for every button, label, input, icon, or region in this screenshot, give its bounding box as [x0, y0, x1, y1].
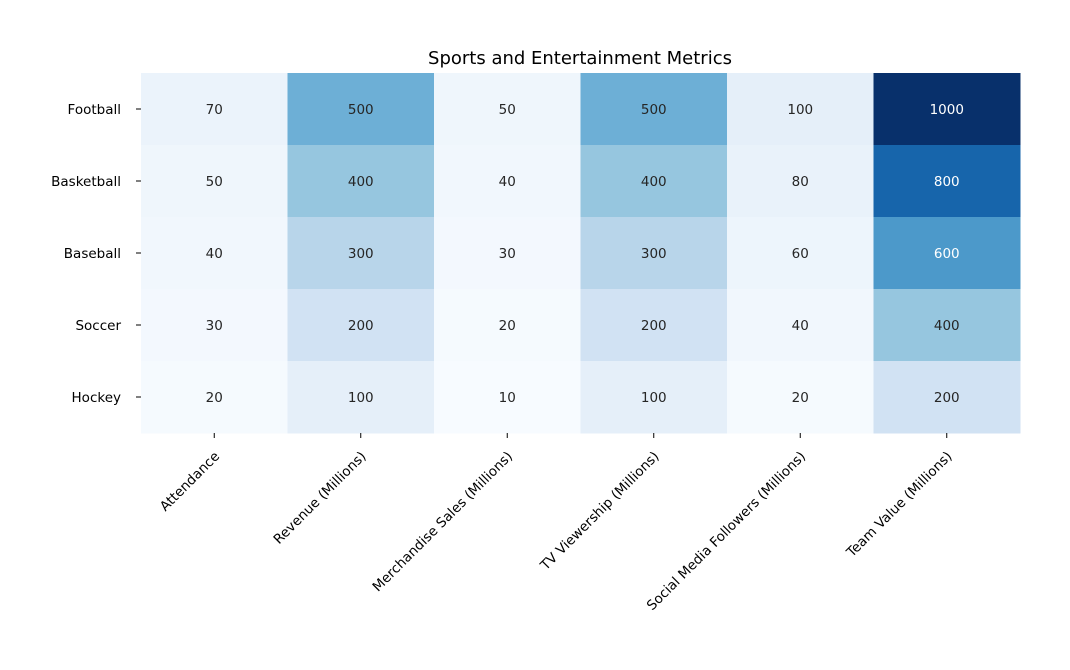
- row-tick-label: Hockey: [72, 390, 121, 406]
- cell-value-label: 50: [206, 174, 223, 190]
- column-tick-label: Social Media Followers (Millions): [644, 449, 809, 614]
- cell-value-label: 20: [499, 318, 516, 334]
- cell-value-label: 400: [348, 174, 374, 190]
- cell-value-label: 500: [348, 102, 374, 118]
- cell-value-label: 30: [206, 318, 223, 334]
- cell-value-label: 200: [348, 318, 374, 334]
- cell-value-label: 50: [499, 102, 516, 118]
- chart-title: Sports and Entertainment Metrics: [428, 48, 732, 69]
- column-tick-label: Merchandise Sales (Millions): [370, 449, 517, 596]
- cell-value-label: 40: [792, 318, 809, 334]
- cell-value-label: 300: [641, 246, 667, 262]
- cell-value-label: 600: [934, 246, 960, 262]
- cell-value-label: 40: [206, 246, 223, 262]
- cell-value-label: 1000: [930, 102, 964, 118]
- cell-value-label: 100: [348, 390, 374, 406]
- cell-value-label: 200: [934, 390, 960, 406]
- row-tick-labels: Football Basketball Baseball Soccer Hockey: [51, 102, 141, 406]
- cell-value-label: 30: [499, 246, 516, 262]
- row-tick-label: Soccer: [75, 318, 121, 334]
- column-tick-label: Attendance: [157, 449, 223, 515]
- cell-value-label: 300: [348, 246, 374, 262]
- cell-value-label: 100: [641, 390, 667, 406]
- cell-value-label: 40: [499, 174, 516, 190]
- column-tick-label: Team Value (Millions): [843, 449, 956, 562]
- cell-value-label: 70: [206, 102, 223, 118]
- column-tick-label: Revenue (Millions): [270, 449, 369, 548]
- cell-value-label: 10: [499, 390, 516, 406]
- cell-value-label: 800: [934, 174, 960, 190]
- cell-value-label: 100: [787, 102, 813, 118]
- heatmap-cells: 70 500 50 500 100 1000 50 400 40 400 80 800 40 300 30 3…: [141, 73, 1021, 434]
- cell-value-label: 60: [792, 246, 809, 262]
- column-tick-labels: Attendance Revenue (Millions) Merchandise …: [157, 433, 956, 614]
- cell-value-label: 400: [934, 318, 960, 334]
- cell-value-label: 20: [206, 390, 223, 406]
- column-tick-label: TV Viewership (Millions): [537, 449, 663, 575]
- row-tick-label: Baseball: [64, 246, 121, 262]
- cell-value-label: 20: [792, 390, 809, 406]
- cell-value-label: 80: [792, 174, 809, 190]
- cell-value-label: 500: [641, 102, 667, 118]
- cell-value-label: 200: [641, 318, 667, 334]
- row-tick-label: Basketball: [51, 174, 121, 190]
- row-tick-label: Football: [68, 102, 121, 118]
- cell-value-label: 400: [641, 174, 667, 190]
